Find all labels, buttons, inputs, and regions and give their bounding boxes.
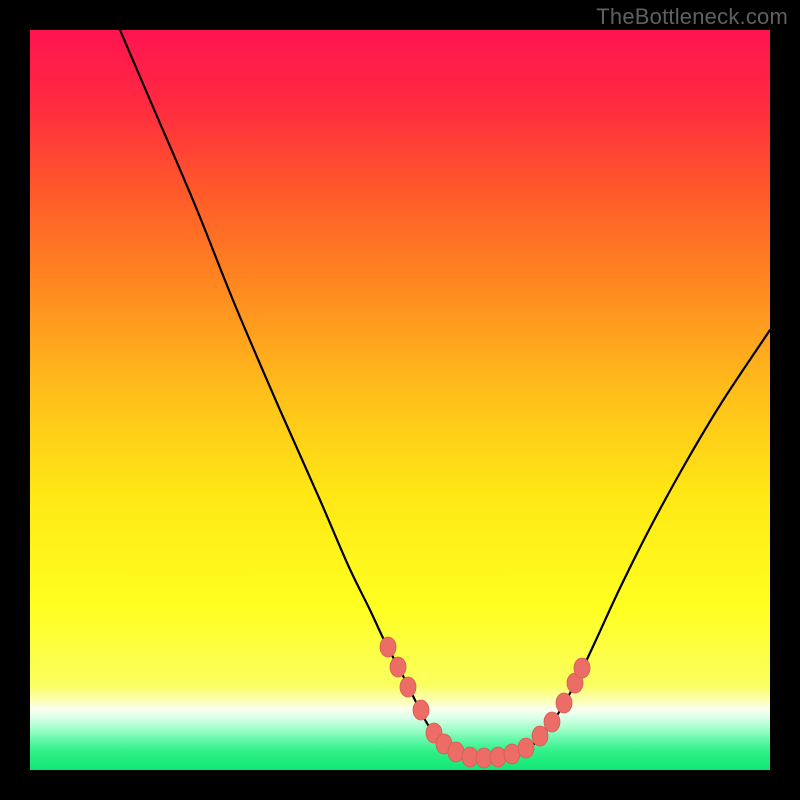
marker-point xyxy=(380,637,396,657)
marker-point xyxy=(544,712,560,732)
marker-point xyxy=(448,742,464,762)
marker-point xyxy=(518,738,534,758)
marker-point xyxy=(390,657,406,677)
marker-point xyxy=(504,744,520,764)
marker-point xyxy=(476,748,492,768)
marker-point xyxy=(574,658,590,678)
marker-point xyxy=(532,726,548,746)
marker-point xyxy=(490,747,506,767)
chart-frame: TheBottleneck.com xyxy=(0,0,800,800)
marker-point xyxy=(413,700,429,720)
marker-point xyxy=(462,747,478,767)
chart-svg xyxy=(0,0,800,800)
marker-point xyxy=(556,693,572,713)
marker-point xyxy=(400,677,416,697)
watermark-text: TheBottleneck.com xyxy=(596,4,788,30)
